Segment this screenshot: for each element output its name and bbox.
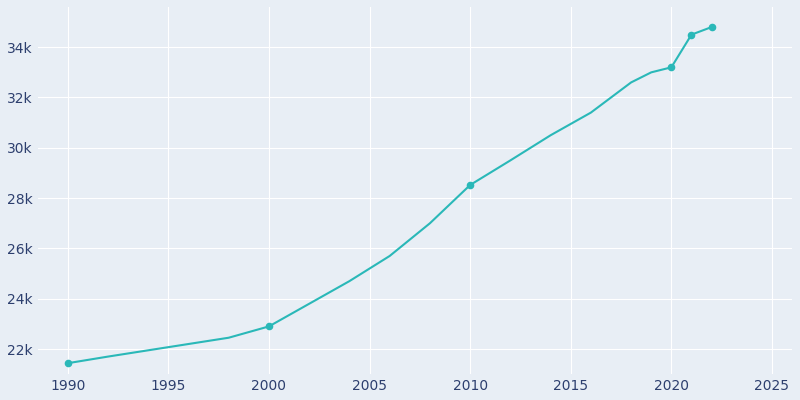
- Point: [665, 64, 678, 70]
- Point: [685, 32, 698, 38]
- Point: [262, 323, 275, 330]
- Point: [706, 24, 718, 30]
- Point: [464, 182, 477, 188]
- Point: [62, 360, 74, 366]
